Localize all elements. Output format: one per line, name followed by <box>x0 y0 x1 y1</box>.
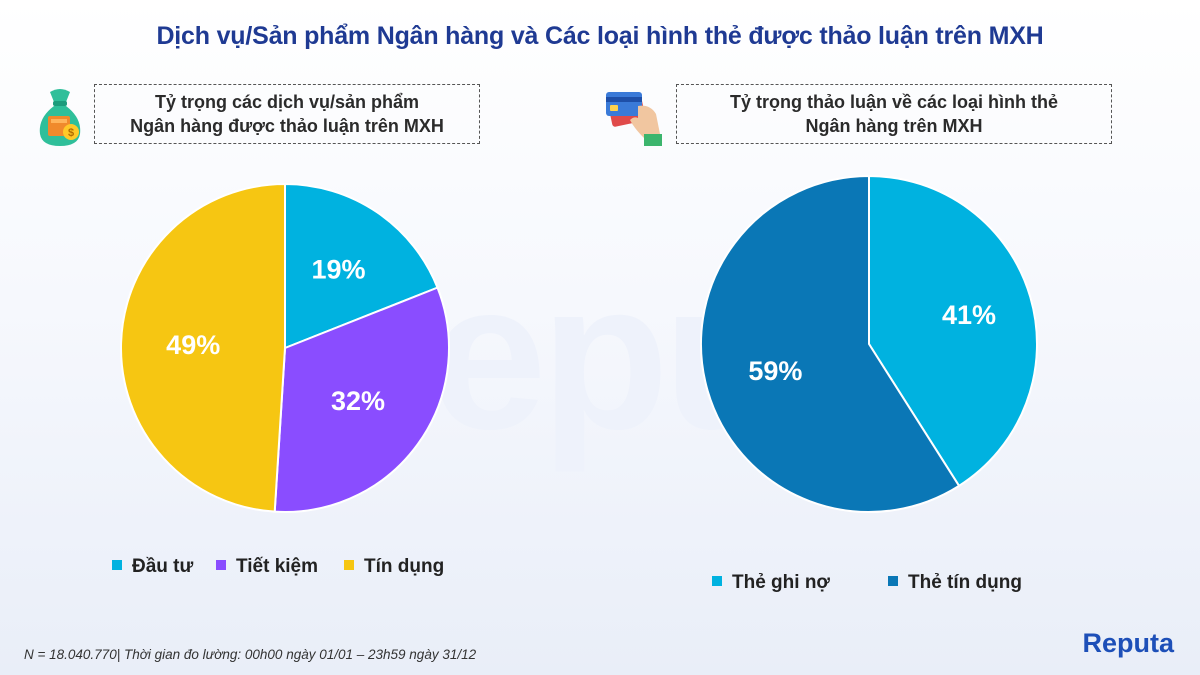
pie-slice-tín-dụng <box>120 182 286 513</box>
legend-swatch <box>112 559 122 570</box>
legend-label: Tiết kiệm <box>236 556 319 577</box>
page-title: Dịch vụ/Sản phẩm Ngân hàng và Các loại h… <box>156 22 1044 50</box>
pie-data-label: 19% <box>311 254 365 284</box>
right-chart-title-line1: Tỷ trọng thảo luận về các loại hình thẻ <box>729 92 1059 112</box>
legend-label: Đầu tư <box>132 556 194 577</box>
pie-data-label: 41% <box>942 300 996 330</box>
left-chart-title-line2: Ngân hàng được thảo luận trên MXH <box>130 116 444 136</box>
legend-label: Thẻ ghi nợ <box>732 572 830 593</box>
legend-item-the-tin-dung: Thẻ tín dụng <box>888 572 1022 594</box>
legend-label: Tín dụng <box>364 556 445 577</box>
legend-item-dau-tu: Đầu tư <box>112 556 193 578</box>
legend-swatch <box>216 559 226 570</box>
legend-label: Thẻ tín dụng <box>908 572 1022 593</box>
legend-swatch <box>888 575 898 586</box>
legend-item-tin-dung: Tín dụng <box>344 556 444 578</box>
pie-slice-thẻ-tín-dụng <box>700 174 961 513</box>
reputa-logo: Reputa <box>1082 628 1174 658</box>
pie-data-label: 32% <box>331 386 385 416</box>
legend-swatch <box>344 559 354 570</box>
legend-swatch <box>712 575 722 586</box>
pie-slice-tiết-kiệm <box>273 286 450 513</box>
legend-item-tiet-kiem: Tiết kiệm <box>216 556 318 578</box>
pie-slice-đầu-tư <box>284 182 439 350</box>
legend-item-the-ghi-no: Thẻ ghi nợ <box>712 572 830 594</box>
right-chart-title-line2: Ngân hàng trên MXH <box>805 116 983 136</box>
pie-data-label: 49% <box>166 330 220 360</box>
pie-data-label: 59% <box>748 356 802 386</box>
left-chart-title: Tỷ trọng các dịch vụ/sản phẩm Ngân hàng … <box>94 84 480 144</box>
footnote: N = 18.040.770| Thời gian đo lường: 00h0… <box>24 647 477 662</box>
right-chart-title: Tỷ trọng thảo luận về các loại hình thẻ … <box>676 84 1112 144</box>
left-chart-title-line1: Tỷ trọng các dịch vụ/sản phẩm <box>154 92 420 112</box>
